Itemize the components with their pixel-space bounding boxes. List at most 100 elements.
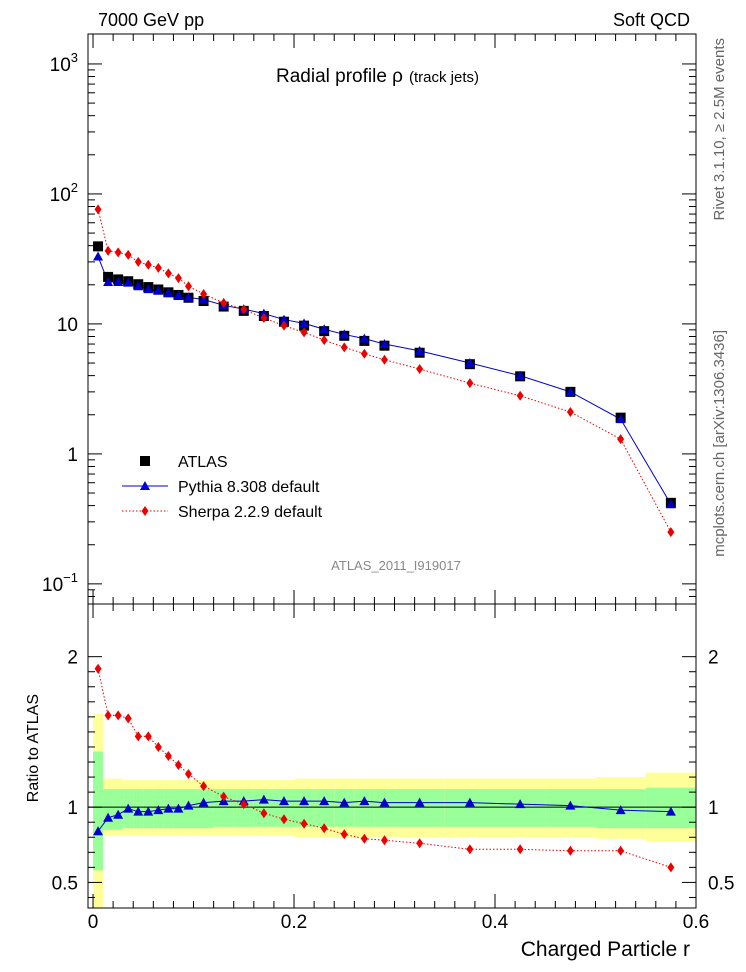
data-point-diamond	[360, 348, 368, 359]
ratio-y-tick-label-right: 2	[708, 648, 719, 669]
ratio-point-triangle	[379, 797, 390, 807]
uncertainty-band-inner	[273, 789, 295, 827]
data-point-triangle	[93, 251, 104, 261]
data-point-triangle	[163, 287, 174, 297]
header-process-label: Soft QCD	[613, 10, 690, 30]
ratio-point-triangle	[278, 796, 289, 806]
analysis-watermark: ATLAS_2011_I919017	[331, 558, 461, 573]
data-point-triangle	[103, 277, 114, 287]
data-point-square	[93, 241, 104, 252]
ratio-plot-frame	[87, 603, 697, 909]
data-point-diamond	[280, 320, 288, 331]
ratio-y-tick-label-left: 0.5	[52, 873, 78, 894]
chart-title-sub: (track jets)	[409, 69, 479, 86]
data-point-triangle	[339, 329, 350, 339]
ratio-point-diamond	[280, 814, 288, 825]
ratio-point-triangle	[464, 797, 475, 807]
rivet-version-label: Rivet 3.1.10, ≥ 2.5M events	[711, 38, 728, 221]
ratio-point-triangle	[299, 796, 310, 806]
uncertainty-band-inner	[93, 751, 104, 871]
ratio-point-diamond	[94, 663, 102, 674]
ratio-point-diamond	[360, 833, 368, 844]
data-point-diamond	[94, 204, 102, 215]
uncertainty-band-inner	[334, 789, 355, 827]
legend-marker-diamond	[141, 506, 149, 516]
ratio-point-diamond	[164, 751, 172, 761]
legend-marker-square	[140, 456, 150, 466]
ratio-point-diamond	[184, 769, 192, 780]
data-point-triangle	[183, 292, 194, 302]
uncertainty-band-inner	[103, 789, 114, 830]
ratio-uncertainty-bands	[93, 713, 696, 908]
chart-title-main: Radial profile ρ	[276, 66, 403, 87]
data-point-triangle	[278, 314, 289, 324]
ratio-point-diamond	[380, 835, 388, 846]
uncertainty-band-inner	[314, 789, 335, 827]
ratio-point-diamond	[320, 823, 328, 834]
data-point-triangle	[153, 285, 164, 295]
chart-title: Radial profile ρ (track jets)	[276, 66, 479, 87]
ratio-point-triangle	[665, 806, 676, 816]
ratio-point-triangle	[198, 797, 209, 807]
uncertainty-band-inner	[444, 789, 496, 827]
ratio-point-triangle	[103, 812, 114, 822]
uncertainty-band-inner	[394, 789, 445, 827]
ratio-point-diamond	[240, 799, 248, 810]
ratio-plot-panel: 0.5 0.5 1 1 2 2 0 0.2 0.4 0.6 Charged Particle r Ra…	[25, 603, 734, 961]
y-tick-label: 102	[50, 180, 78, 206]
ratio-point-triangle	[515, 799, 526, 809]
data-point-triangle	[464, 358, 475, 368]
data-point-diamond	[200, 288, 208, 299]
data-point-square	[103, 271, 114, 282]
data-point-diamond	[104, 245, 112, 256]
uncertainty-band-inner	[253, 789, 274, 827]
ratio-point-diamond	[300, 818, 308, 829]
ratio-point-diamond	[617, 845, 625, 856]
x-tick-label: 0.2	[281, 912, 307, 933]
main-plot-panel: 10−1 1 10 102 103 Radial profile ρ (track jets…	[42, 33, 697, 605]
data-point-diamond	[260, 313, 268, 324]
legend-label: ATLAS	[178, 454, 228, 471]
data-point-diamond	[466, 378, 474, 389]
ratio-point-triangle	[319, 796, 330, 806]
ratio-point-triangle	[359, 796, 370, 806]
y-tick-label: 103	[50, 50, 78, 76]
x-tick-label: 0	[88, 912, 99, 933]
data-point-triangle	[133, 281, 144, 291]
uncertainty-band-inner	[294, 789, 315, 827]
ratio-point-diamond	[416, 838, 424, 849]
y-tick-label: 10−1	[42, 570, 78, 596]
ratio-point-triangle	[173, 803, 184, 813]
ratio-point-triangle	[123, 803, 134, 813]
main-plot-series	[93, 204, 676, 538]
data-point-diamond	[667, 527, 675, 538]
ratio-point-diamond	[124, 713, 132, 724]
ratio-point-diamond	[340, 829, 348, 840]
data-point-diamond	[144, 259, 152, 270]
data-point-triangle	[113, 277, 124, 287]
ratio-point-diamond	[154, 741, 162, 752]
legend: ATLAS Pythia 8.308 default Sherpa 2.2.9 de…	[122, 454, 323, 521]
legend-marker-triangle	[140, 481, 150, 490]
data-point-diamond	[220, 297, 228, 308]
x-tick-label: 0.4	[482, 912, 509, 933]
data-point-diamond	[380, 354, 388, 365]
data-point-triangle	[319, 324, 330, 334]
uncertainty-band-inner	[193, 789, 214, 829]
ratio-point-diamond	[114, 710, 122, 721]
data-point-diamond	[164, 268, 172, 279]
data-point-triangle	[414, 345, 425, 355]
ratio-point-triangle	[339, 797, 350, 807]
data-point-diamond	[320, 335, 328, 346]
ratio-point-triangle	[183, 800, 194, 810]
ratio-point-diamond	[466, 844, 474, 855]
ratio-point-diamond	[260, 808, 268, 819]
ratio-y-tick-label-left: 1	[67, 798, 78, 819]
ratio-point-diamond	[220, 791, 228, 802]
data-point-triangle	[299, 318, 310, 328]
data-point-triangle	[173, 290, 184, 300]
ratio-point-diamond	[566, 845, 574, 856]
data-point-triangle	[615, 414, 626, 424]
legend-label: Pythia 8.308 default	[178, 479, 320, 496]
